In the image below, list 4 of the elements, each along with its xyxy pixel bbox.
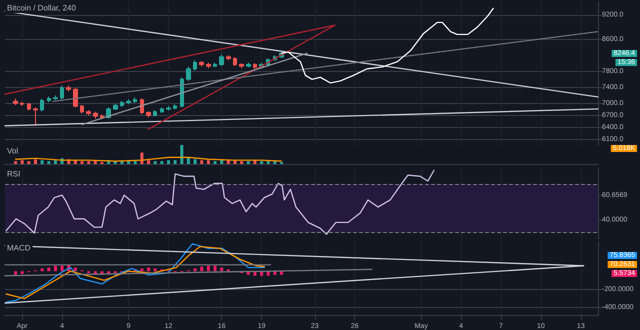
chart-title: RSI <box>7 170 20 178</box>
chart-title: Bitcoin / Dollar, 240 <box>7 4 76 12</box>
chart-title: Vol <box>7 146 18 156</box>
chart-title: MACD <box>7 244 31 252</box>
